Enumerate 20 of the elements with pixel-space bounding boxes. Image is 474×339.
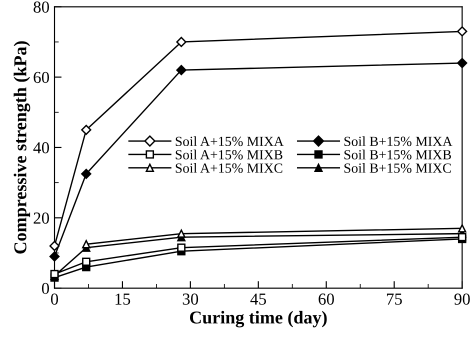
- legend-label: Soil A+15% MIXC: [176, 163, 282, 173]
- y-tick-label: 40: [33, 142, 50, 154]
- x-tick-label: 15: [116, 294, 130, 305]
- y-tick-label: 60: [34, 72, 50, 84]
- legend-label: Soil B+15% MIXB: [344, 150, 451, 160]
- x-axis-title: Curing time (day): [190, 310, 327, 328]
- y-tick-label: 80: [34, 1, 50, 13]
- y-tick-label: 20: [34, 212, 50, 224]
- legend-label: Soil A+15% MIXB: [176, 150, 282, 160]
- legend-label: Soil B+15% MIXC: [344, 163, 451, 173]
- y-tick-label: 0: [42, 282, 50, 294]
- x-tick-label: 90: [454, 293, 470, 305]
- x-tick-label: 45: [250, 294, 266, 305]
- y-axis-title: Compressive strength (kPa): [14, 41, 30, 254]
- x-tick-label: 75: [386, 294, 402, 305]
- x-tick-label: 60: [318, 293, 334, 305]
- x-tick-label: 0: [50, 293, 58, 305]
- legend-label: Soil B+15% MIXA: [344, 136, 452, 146]
- x-tick-label: 30: [182, 293, 198, 305]
- legend-label: Soil A+15% MIXA: [176, 136, 284, 146]
